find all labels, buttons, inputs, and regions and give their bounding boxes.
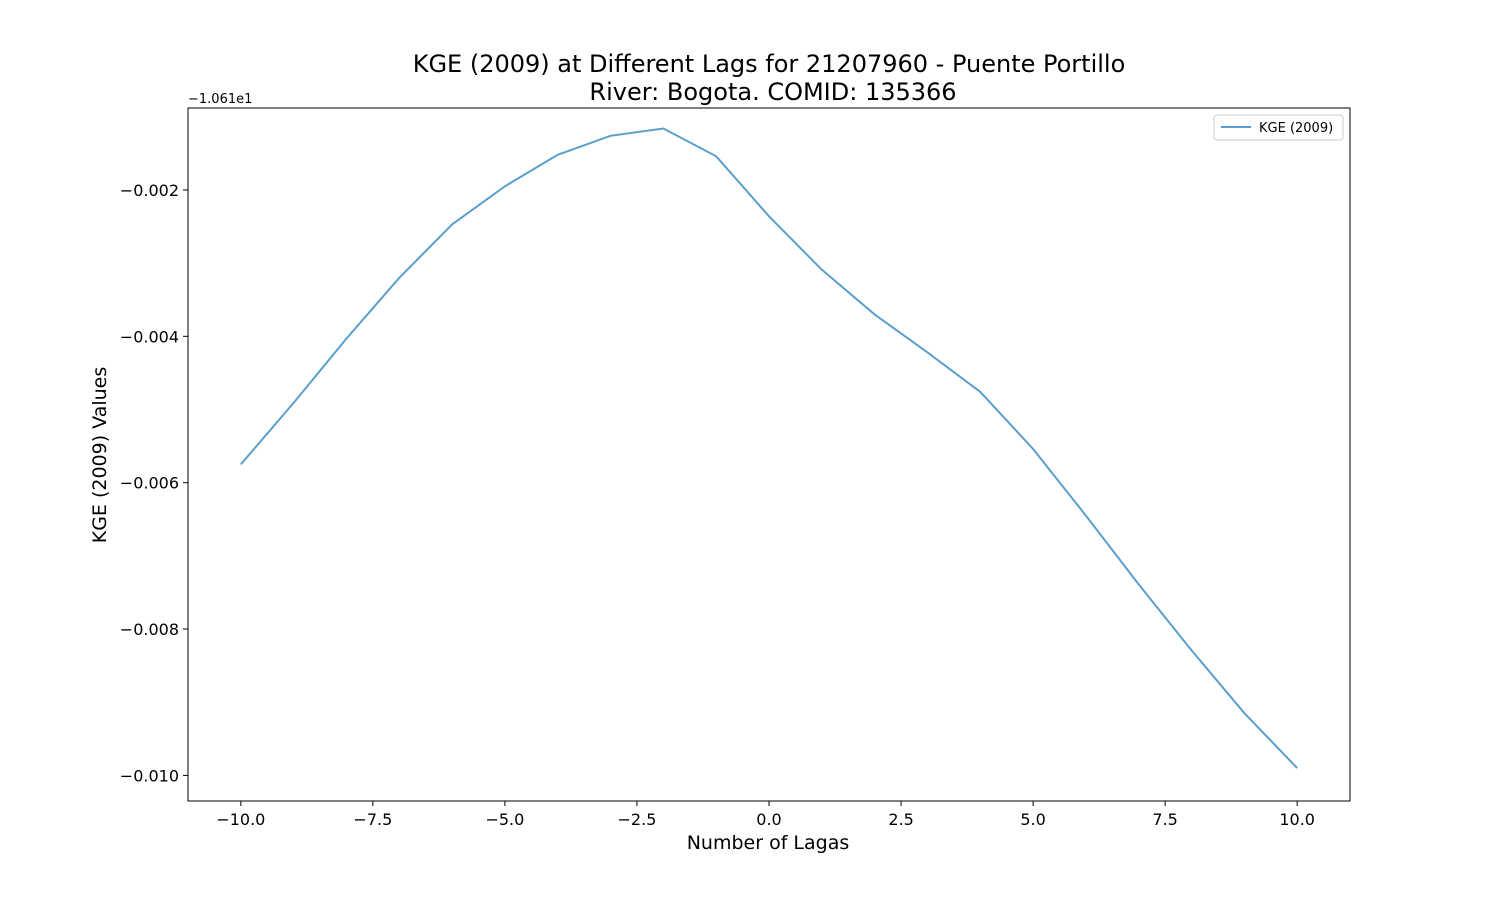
x-tick-label: 2.5	[888, 810, 913, 829]
y-tick-label: −0.006	[120, 474, 179, 493]
chart-title-line-1: KGE (2009) at Different Lags for 2120796…	[413, 50, 1126, 78]
y-tick-label: −0.002	[120, 181, 179, 200]
y-axis-ticks: −0.002 −0.004 −0.006 −0.008 −0.010	[120, 181, 188, 785]
x-tick-label: 10.0	[1279, 810, 1315, 829]
y-axis-label: KGE (2009) Values	[89, 367, 111, 544]
x-tick-label: −2.5	[618, 810, 657, 829]
x-axis-ticks: −10.0 −7.5 −5.0 −2.5 0.0 2.5 5.0 7.5 10.0	[216, 801, 1315, 829]
x-axis-label: Number of Lagas	[687, 832, 850, 854]
x-tick-label: 5.0	[1020, 810, 1045, 829]
y-tick-label: −0.008	[120, 620, 179, 639]
plot-area-frame	[187, 107, 1351, 802]
x-tick-label: −10.0	[216, 810, 265, 829]
x-tick-label: −7.5	[353, 810, 392, 829]
x-tick-label: 7.5	[1152, 810, 1177, 829]
x-tick-label: 0.0	[756, 810, 781, 829]
x-tick-label: −5.0	[485, 810, 524, 829]
chart-title-line-2: River: Bogota. COMID: 135366	[589, 78, 956, 106]
legend-box	[1213, 114, 1344, 141]
y-tick-label: −0.010	[120, 766, 179, 785]
series-line-kge-2009	[240, 127, 1298, 769]
legend-label-kge-2009: KGE (2009)	[1259, 121, 1333, 136]
legend: KGE (2009)	[1213, 114, 1344, 141]
y-tick-label: −0.004	[120, 327, 179, 346]
y-axis-offset-label: −1.061e1	[188, 92, 252, 107]
